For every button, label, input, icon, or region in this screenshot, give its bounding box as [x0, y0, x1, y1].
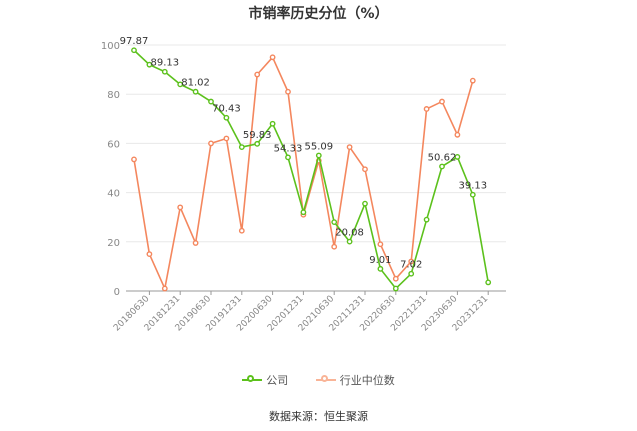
series-line-industry-median	[133, 56, 474, 290]
data-point-industry-median	[423, 106, 430, 112]
data-point-company	[192, 88, 199, 95]
series	[131, 47, 492, 292]
data-point-industry-median	[285, 88, 291, 95]
legend-swatch-industry-median	[315, 375, 336, 385]
data-label: 97.87	[120, 36, 149, 47]
data-point-industry-median	[377, 241, 384, 248]
data-point-industry-median	[161, 285, 168, 292]
data-point-company	[377, 265, 384, 272]
legend: 公司 行业中位数	[0, 372, 637, 388]
data-point-industry-median	[346, 144, 353, 150]
data-point-industry-median	[269, 54, 276, 61]
data-point-company	[146, 61, 153, 68]
data-point-company	[177, 81, 184, 88]
data-point-industry-median	[408, 258, 415, 265]
y-tick-label: 60	[107, 139, 120, 150]
data-point-industry-median	[439, 98, 445, 105]
data-point-industry-median	[469, 77, 476, 84]
data-point-company	[208, 98, 214, 105]
data-point-industry-median	[362, 166, 368, 173]
data-point-industry-median	[454, 131, 461, 138]
data-point-company	[238, 144, 245, 150]
data-label: 7.02	[400, 260, 422, 271]
data-point-industry-median	[177, 204, 184, 211]
data-point-industry-median	[192, 240, 199, 246]
data-point-company	[408, 270, 415, 277]
data-point-company	[392, 285, 399, 292]
data-point-company	[161, 68, 168, 75]
data-point-industry-median	[392, 275, 399, 282]
y-tick-label: 100	[101, 41, 120, 52]
y-tick-label: 80	[107, 90, 120, 101]
y-tick-label: 20	[107, 238, 120, 249]
data-point-company	[300, 209, 307, 216]
legend-swatch-company	[242, 375, 263, 385]
source-note: 数据来源：恒生聚源	[269, 410, 368, 423]
data-label: 50.62	[428, 152, 457, 163]
data-point-industry-median	[238, 227, 245, 234]
data-point-industry-median	[254, 71, 261, 78]
data-label: 9.01	[369, 255, 391, 266]
legend-item-industry-median[interactable]: 行业中位数	[315, 372, 395, 388]
data-point-company	[331, 219, 338, 226]
data-label: 70.43	[212, 104, 241, 115]
legend-label-company: 公司	[266, 374, 289, 387]
gridlines	[126, 44, 506, 292]
legend-label-industry-median: 行业中位数	[339, 374, 395, 387]
data-point-industry-median	[331, 243, 338, 250]
data-point-industry-median	[146, 251, 153, 258]
data-label: 59.83	[243, 130, 272, 141]
data-point-company	[439, 163, 445, 170]
data-point-company	[269, 120, 276, 127]
data-point-company	[454, 154, 461, 160]
data-label: 54.33	[274, 143, 303, 154]
data-point-company	[254, 140, 261, 147]
data-point-industry-median	[223, 135, 230, 142]
data-point-company	[223, 114, 230, 121]
data-label: 55.09	[304, 141, 333, 152]
chart-title: 市销率历史分位（%）	[248, 6, 389, 22]
data-point-company	[485, 279, 492, 286]
data-label: 81.02	[181, 78, 210, 89]
data-point-company	[362, 200, 368, 207]
y-tick-label: 40	[107, 189, 120, 200]
data-label: 39.13	[458, 181, 487, 192]
data-label: 89.13	[150, 58, 179, 69]
data-point-company	[346, 238, 353, 245]
legend-item-company[interactable]: 公司	[242, 372, 288, 388]
data-label: 20.08	[335, 228, 364, 239]
data-point-industry-median	[131, 156, 137, 163]
data-point-industry-median	[208, 140, 214, 147]
data-point-company	[315, 152, 322, 159]
data-point-company	[285, 154, 291, 161]
data-point-company	[469, 191, 476, 198]
y-tick-label: 0	[114, 287, 120, 298]
data-point-company	[131, 47, 137, 54]
data-point-company	[423, 216, 430, 223]
